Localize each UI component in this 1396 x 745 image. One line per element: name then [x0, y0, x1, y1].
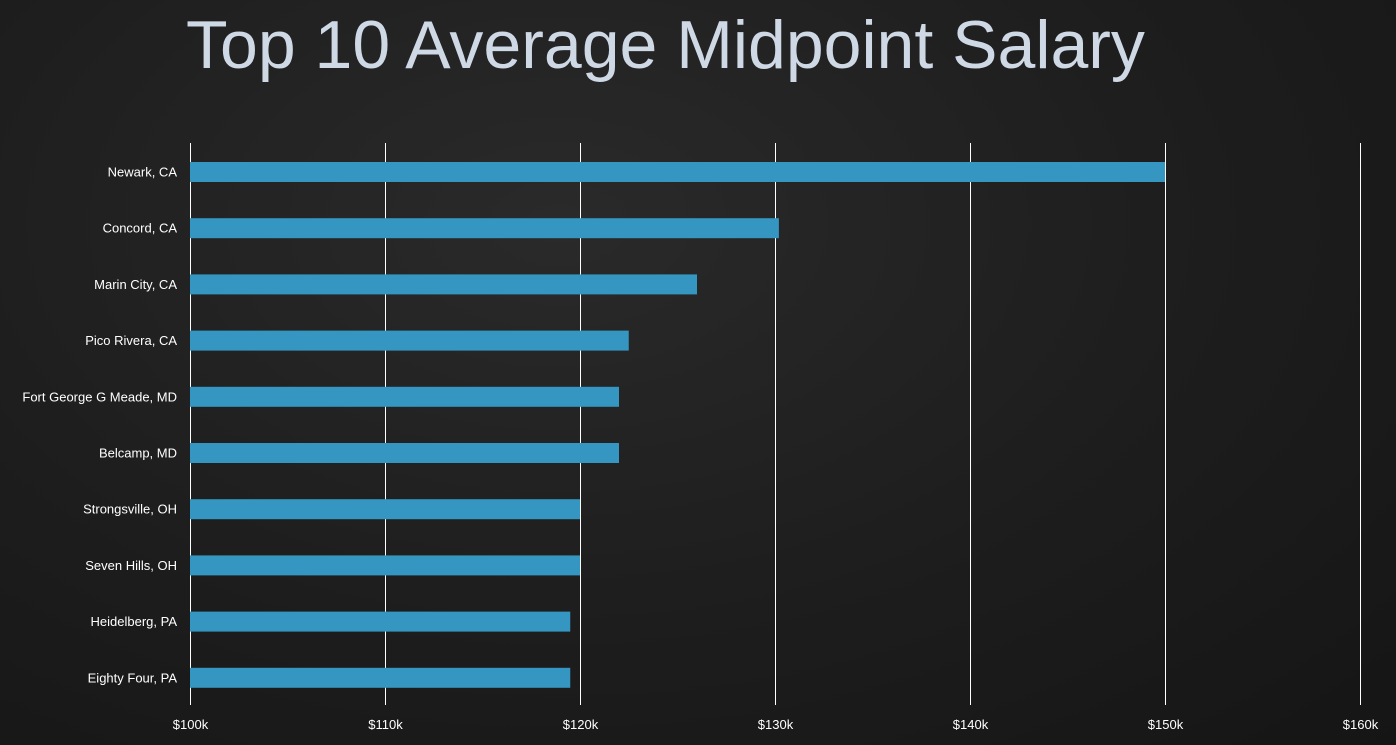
category-label: Pico Rivera, CA [85, 333, 177, 348]
x-tick-label: $130k [758, 717, 794, 732]
x-tick-label: $110k [368, 717, 403, 732]
bar [190, 499, 580, 520]
bar [190, 386, 619, 407]
category-label: Seven Hills, OH [85, 558, 177, 573]
category-labels: Newark, CA Concord, CA Marin City, CA Pico … [22, 165, 177, 686]
bar [190, 274, 697, 295]
bar [190, 162, 1165, 182]
bars [190, 162, 1165, 688]
category-label: Fort George G Meade, MD [22, 389, 177, 404]
bar [190, 667, 571, 688]
category-label: Heidelberg, PA [91, 614, 178, 629]
bar [190, 330, 629, 351]
category-label: Newark, CA [108, 165, 178, 180]
category-label: Eighty Four, PA [88, 670, 178, 685]
bar [190, 218, 779, 239]
bar [190, 443, 619, 463]
category-label: Concord, CA [103, 221, 178, 236]
x-tick-label: $150k [1148, 717, 1184, 732]
category-label: Belcamp, MD [99, 446, 177, 461]
x-tick-label: $120k [563, 717, 599, 732]
x-tick-label: $100k [173, 717, 209, 732]
category-label: Strongsville, OH [83, 502, 177, 517]
x-tick-label: $140k [953, 717, 989, 732]
x-tick-labels: $100k $110k $120k $130k $140k $150k $160k [173, 717, 1379, 732]
bar [190, 611, 571, 632]
x-tick-label: $160k [1343, 717, 1379, 732]
category-label: Marin City, CA [94, 277, 177, 292]
chart-title: Top 10 Average Midpoint Salary [186, 7, 1145, 83]
bar [190, 555, 580, 576]
